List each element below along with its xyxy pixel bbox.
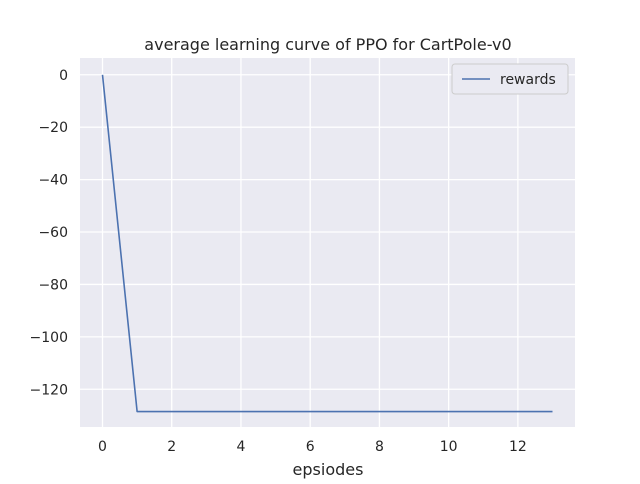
legend: rewards xyxy=(451,63,569,95)
x-tick-label: 8 xyxy=(375,439,384,455)
x-tick-label: 2 xyxy=(167,439,176,455)
x-tick-label: 0 xyxy=(98,439,107,455)
y-tick-label: −100 xyxy=(30,330,68,346)
x-tick-label: 12 xyxy=(509,439,527,455)
series-line-rewards xyxy=(101,74,553,413)
legend-box xyxy=(451,63,569,95)
x-axis-label: epsiodes xyxy=(293,460,364,479)
y-gridlines xyxy=(80,74,575,390)
x-tick-label: 6 xyxy=(306,439,315,455)
plot-area xyxy=(80,58,575,427)
y-tick-label: −40 xyxy=(38,173,68,189)
legend-label-rewards: rewards xyxy=(500,72,556,88)
y-tick-labels: 0 −20 −40 −60 −80 −100 −120 xyxy=(30,68,68,398)
x-tick-label: 4 xyxy=(237,439,246,455)
chart-title: average learning curve of PPO for CartPo… xyxy=(144,35,511,54)
y-tick-label: −20 xyxy=(38,120,68,136)
y-tick-label: −80 xyxy=(38,277,68,293)
x-tick-labels: 0 2 4 6 8 10 12 xyxy=(98,439,527,455)
y-tick-label: 0 xyxy=(59,68,68,84)
x-tick-label: 10 xyxy=(440,439,458,455)
y-tick-label: −120 xyxy=(30,382,68,398)
series-layer xyxy=(101,74,553,413)
y-tick-label: −60 xyxy=(38,225,68,241)
x-gridlines xyxy=(101,58,519,427)
